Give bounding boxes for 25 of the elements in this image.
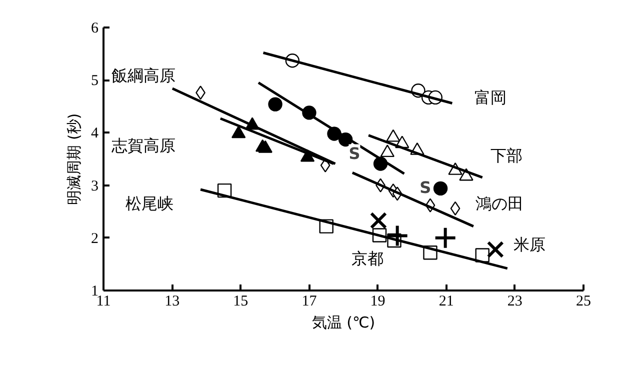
y-tick-label: 2 xyxy=(91,230,98,247)
x-tick-label: 23 xyxy=(507,294,522,310)
x-tick-label: 11 xyxy=(96,294,111,310)
y-axis-title: 明滅周期 (秒) xyxy=(65,113,83,205)
x-tick-label: 13 xyxy=(164,294,180,310)
annotation: S xyxy=(420,178,432,197)
annotation: 志賀高原 xyxy=(112,136,176,155)
annotation: 富岡 xyxy=(474,88,506,107)
annotation: 松尾峡 xyxy=(126,194,174,213)
annotation: 下部 xyxy=(490,146,522,165)
x-axis-title: 気温 (℃) xyxy=(312,314,376,332)
x-tick-label: 17 xyxy=(302,294,318,310)
annotation: 京都 xyxy=(352,249,384,268)
y-tick-label: 6 xyxy=(91,20,99,36)
y-tick-label: 3 xyxy=(91,178,98,194)
x-tick-label: 21 xyxy=(438,294,454,310)
y-tick-label: 5 xyxy=(91,73,98,90)
x-tick-label: 19 xyxy=(370,294,386,310)
annotation: 飯綱高原 xyxy=(112,66,176,85)
annotation: 鴻の田 xyxy=(476,194,524,213)
y-tick-label: 1 xyxy=(91,284,98,300)
x-tick-label: 25 xyxy=(576,294,591,310)
annotation: 米原 xyxy=(514,235,546,254)
x-tick-label: 15 xyxy=(233,294,248,310)
y-tick-label: 4 xyxy=(91,126,99,142)
